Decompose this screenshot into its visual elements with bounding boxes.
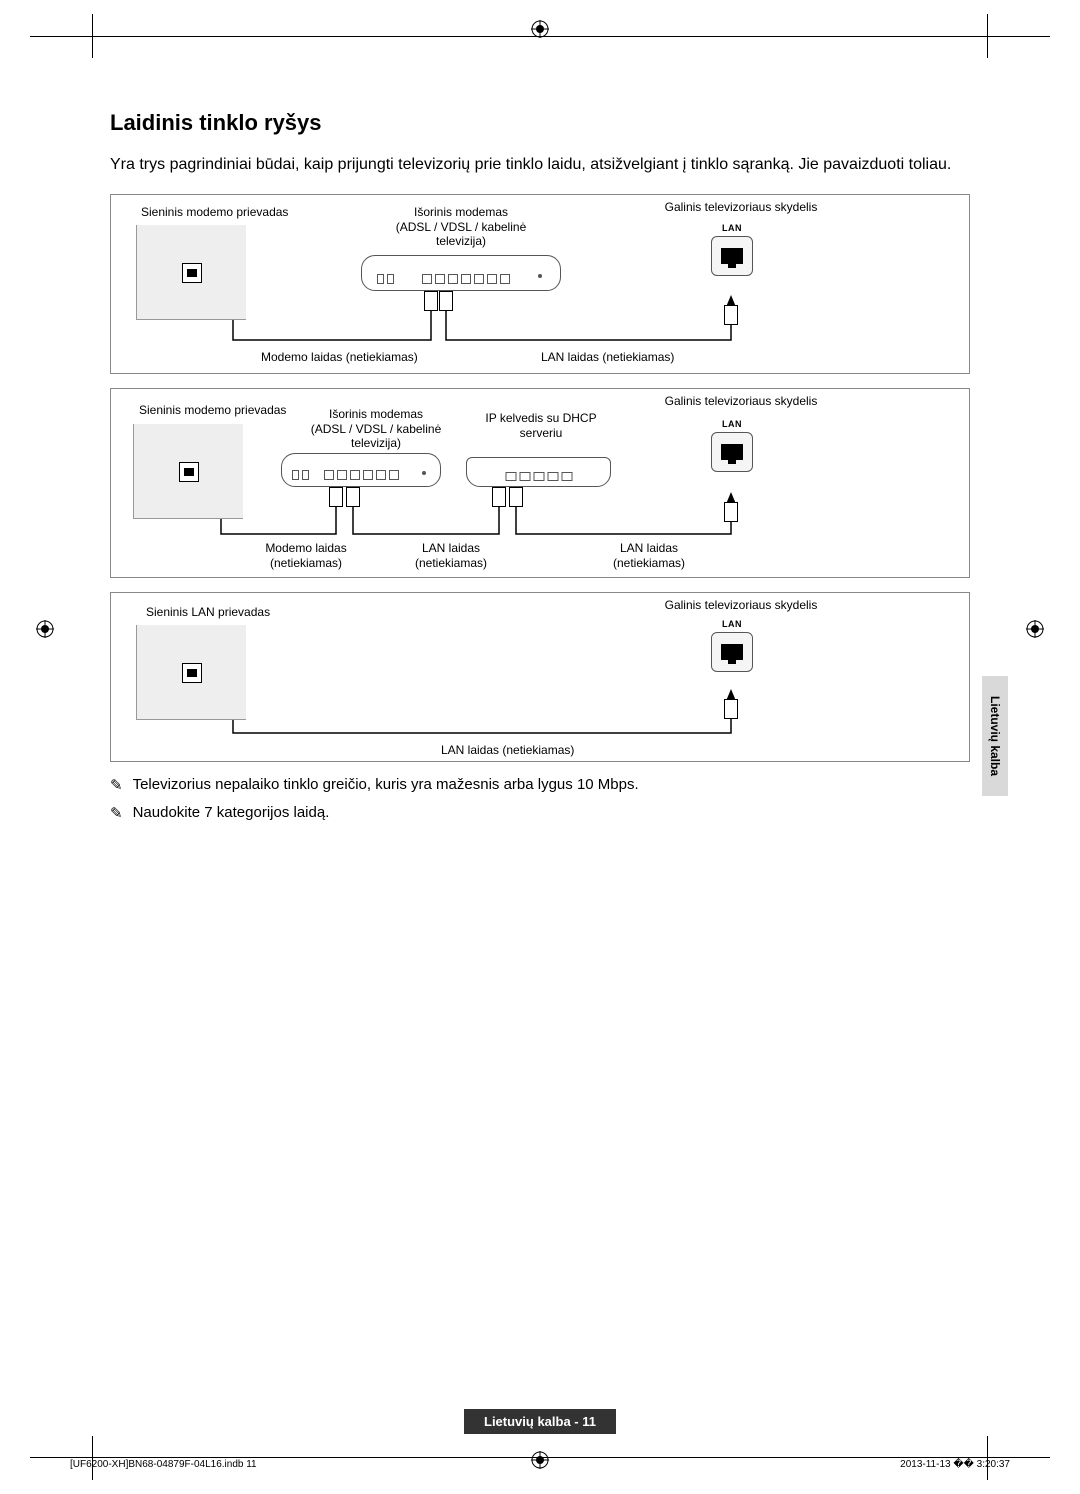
cable-plug-icon	[439, 291, 453, 311]
cable-plug-icon	[724, 502, 738, 522]
modem-label: Išorinis modemas (ADSL / VDSL / kabelinė…	[371, 205, 551, 248]
note-icon: ✎	[110, 776, 123, 794]
crop-mark	[92, 1436, 93, 1480]
cable-label: Modemo laidas (netiekiamas)	[261, 350, 418, 364]
crop-mark	[92, 14, 93, 58]
diagram-3: Sieninis LAN prievadas Galinis televizor…	[110, 592, 970, 762]
registration-mark-icon	[531, 1451, 549, 1474]
diagram-1: Sieninis modemo prievadas Išorinis modem…	[110, 194, 970, 374]
note-item: ✎ Televizorius nepalaiko tinklo greičio,…	[110, 776, 970, 794]
cable-label: LAN laidas(netiekiamas)	[401, 541, 501, 570]
tv-panel-label: Galinis televizoriaus skydelis	[656, 394, 826, 408]
cable-plug-icon	[724, 305, 738, 325]
tv-lan-port: LAN	[711, 419, 753, 472]
tv-panel-label: Galinis televizoriaus skydelis	[656, 200, 826, 214]
modem-icon	[281, 453, 441, 487]
diagram-2: Sieninis modemo prievadas Išorinis modem…	[110, 388, 970, 578]
tv-panel-label: Galinis televizoriaus skydelis	[656, 598, 826, 612]
cable-plug-icon	[509, 487, 523, 507]
cable-plug-icon	[492, 487, 506, 507]
cable-plug-icon	[424, 291, 438, 311]
wall-port-icon	[133, 424, 243, 519]
cable-plug-icon	[346, 487, 360, 507]
intro-text: Yra trys pagrindiniai būdai, kaip prijun…	[110, 154, 970, 176]
wall-port-icon	[136, 225, 246, 320]
cable-label: LAN laidas (netiekiamas)	[541, 350, 674, 364]
crop-mark	[987, 14, 988, 58]
wall-label: Sieninis LAN prievadas	[146, 605, 270, 619]
cable-plug-icon	[724, 699, 738, 719]
wall-label: Sieninis modemo prievadas	[139, 403, 286, 417]
section-title: Laidinis tinklo ryšys	[110, 110, 970, 136]
note-item: ✎ Naudokite 7 kategorijos laidą.	[110, 804, 970, 822]
language-side-tab: Lietuvių kalba	[982, 676, 1008, 796]
registration-mark-icon	[1026, 620, 1044, 643]
note-text: Naudokite 7 kategorijos laidą.	[133, 804, 330, 822]
wall-label: Sieninis modemo prievadas	[141, 205, 288, 219]
crop-mark	[987, 1436, 988, 1480]
modem-icon	[361, 255, 561, 291]
cable-plug-icon	[329, 487, 343, 507]
router-label: IP kelvedis su DHCP serveriu	[471, 411, 611, 440]
print-filename: [UF6200-XH]BN68-04879F-04L16.indb 11	[70, 1459, 257, 1470]
registration-mark-icon	[531, 20, 549, 43]
note-text: Televizorius nepalaiko tinklo greičio, k…	[133, 776, 639, 794]
note-icon: ✎	[110, 804, 123, 822]
registration-mark-icon	[36, 620, 54, 643]
cable-label: Modemo laidas(netiekiamas)	[251, 541, 361, 570]
tv-lan-port: LAN	[711, 619, 753, 672]
cable-label: LAN laidas(netiekiamas)	[599, 541, 699, 570]
cable-label: LAN laidas (netiekiamas)	[441, 743, 574, 757]
wall-port-icon	[136, 625, 246, 720]
print-timestamp: 2013-11-13 �� 3:20:37	[900, 1459, 1010, 1470]
page-footer: Lietuvių kalba - 11	[464, 1409, 616, 1434]
modem-label: Išorinis modemas (ADSL / VDSL / kabelinė…	[286, 407, 466, 450]
router-icon	[466, 457, 611, 487]
tv-lan-port: LAN	[711, 223, 753, 276]
